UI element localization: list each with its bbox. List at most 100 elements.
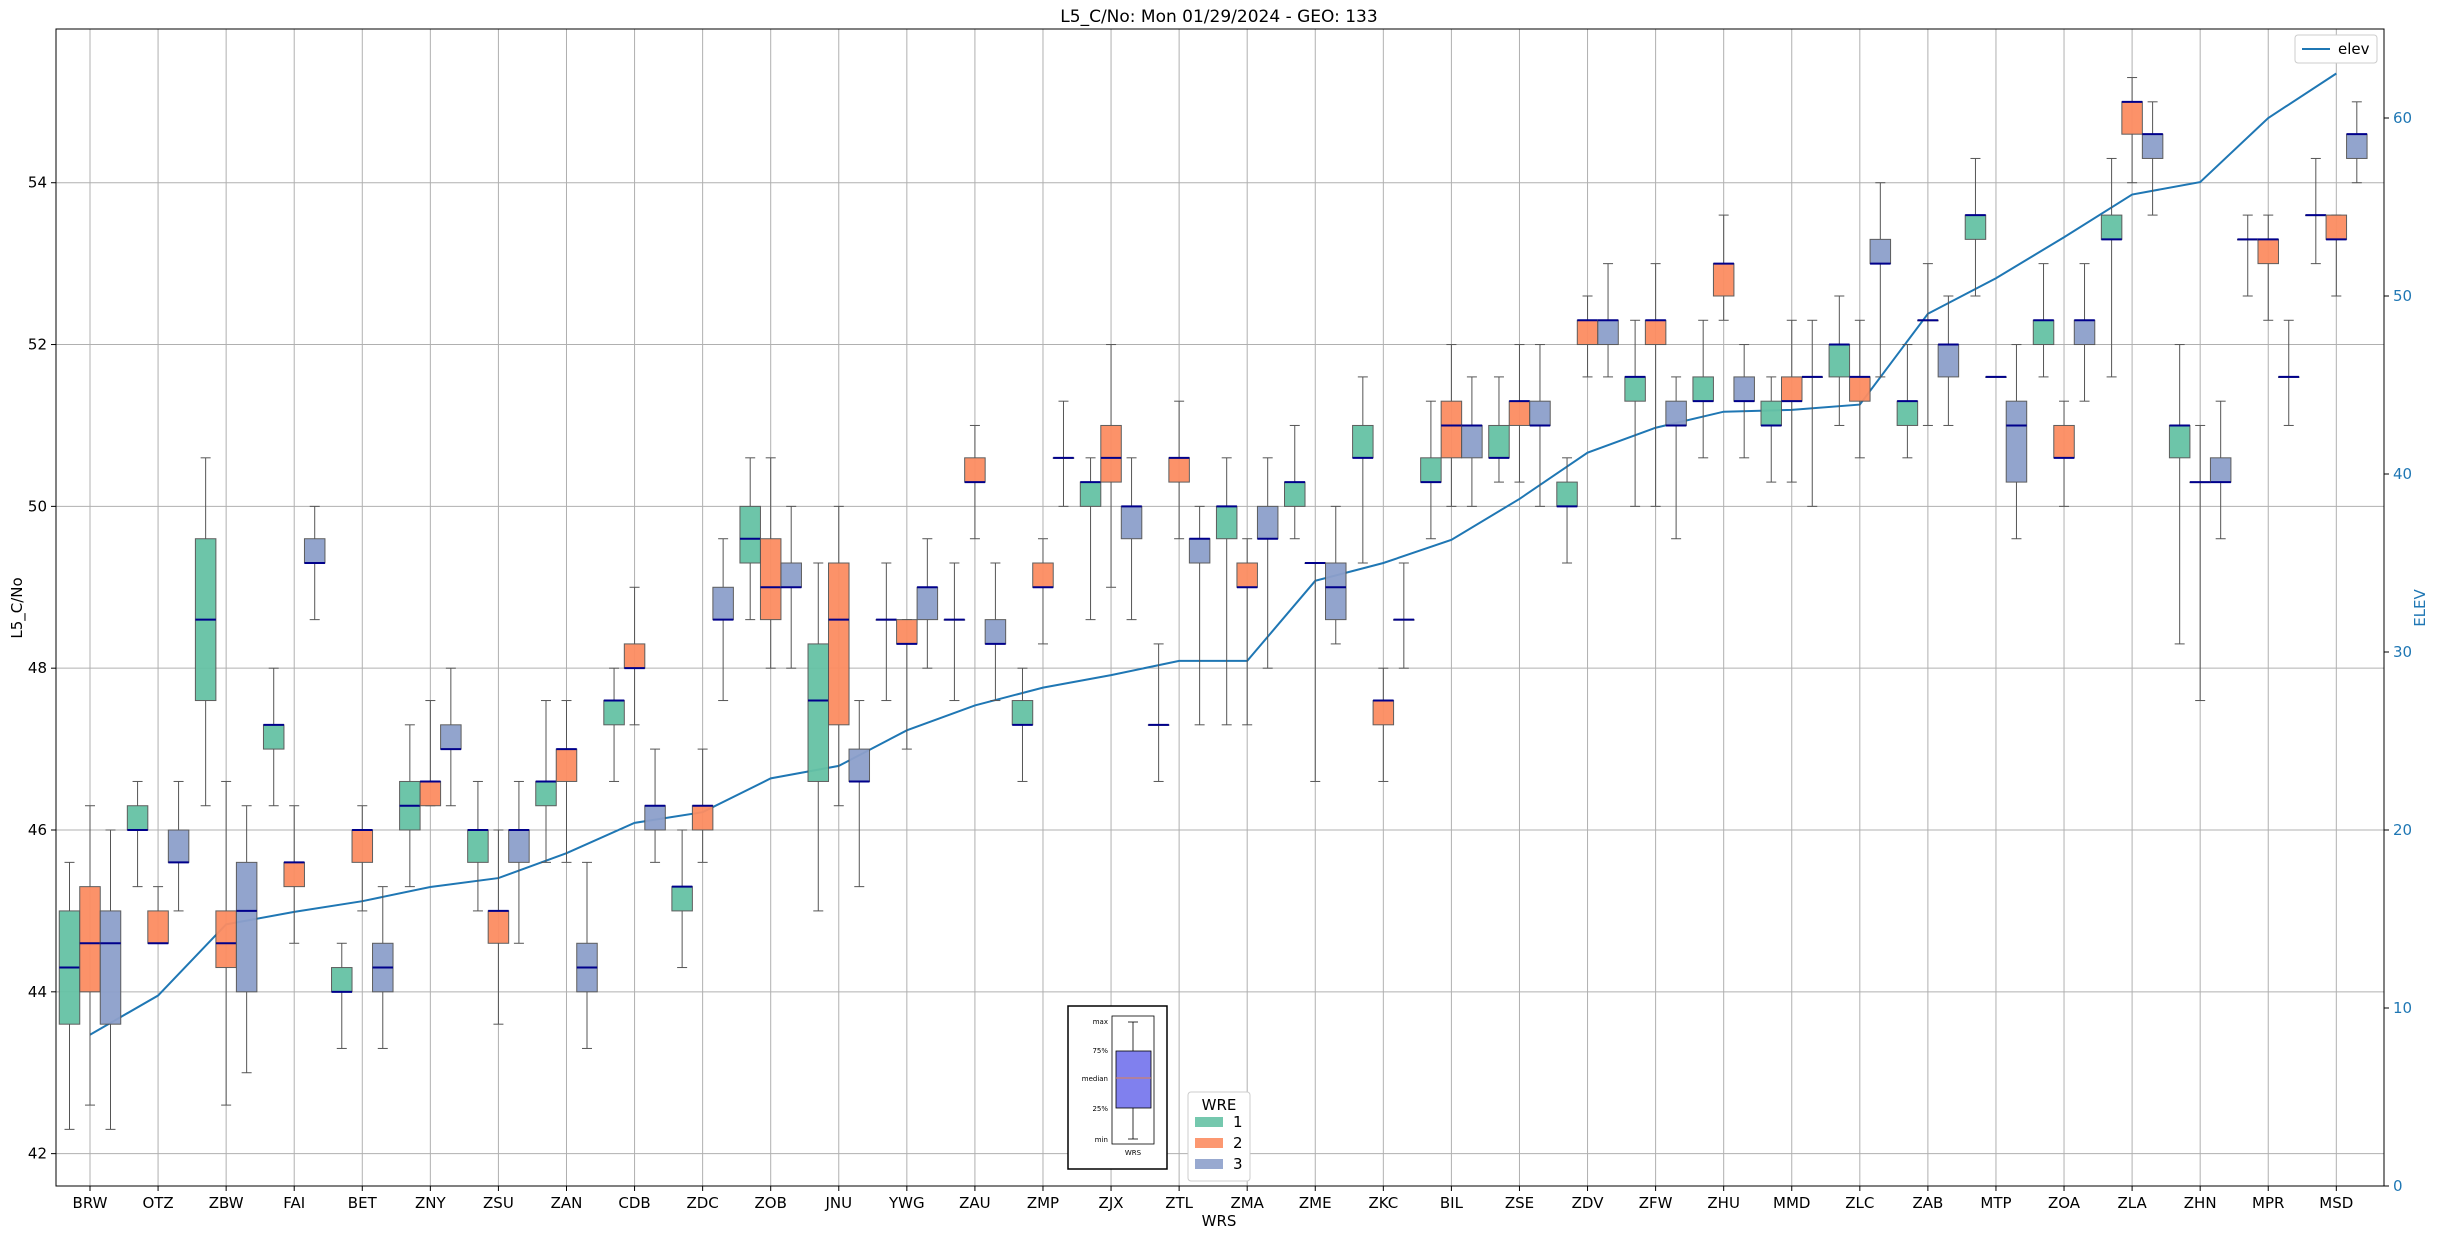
box-group [2209,400,2232,540]
box-group [487,829,510,1025]
box-group [943,562,966,702]
box-group [671,829,693,969]
box-group [2121,77,2143,184]
x-tick-label: BIL [1440,1194,1464,1212]
box-group [419,700,442,807]
box [1712,263,1735,297]
box-group [99,829,122,1130]
box [508,829,530,863]
box [167,829,190,863]
inset-label-median: median [1082,1075,1108,1083]
box [147,910,169,944]
inset-label-max: max [1093,1018,1108,1026]
box-group [739,457,761,621]
x-tick-label: ZAB [1912,1194,1943,1212]
box-group [603,667,625,782]
box [1964,214,1987,240]
box-group [1256,457,1279,669]
x-tick-label: ZBW [209,1194,244,1212]
box [351,829,374,863]
box [1529,400,1551,426]
x-tick-label: ZSU [483,1194,514,1212]
x-tick-label: ZME [1299,1194,1332,1212]
wre-legend-label-2: 2 [1233,1134,1243,1152]
box [2141,133,2164,159]
box [1869,238,1892,265]
box-group [167,780,190,912]
x-tick-label: ZOB [755,1194,787,1212]
box-group [1849,319,1871,459]
x-tick-label: MTP [1980,1194,2011,1212]
box [1461,424,1483,459]
box [1011,700,1034,726]
y-tick-label: 52 [28,336,47,354]
box-group [1032,538,1054,645]
box [2325,214,2348,240]
box-group [1917,263,1939,426]
y-right-tick-label: 50 [2393,287,2412,305]
box-group [235,805,258,1074]
box-group [1801,319,1823,507]
x-tick-label: ZSE [1505,1194,1534,1212]
box [79,886,101,993]
x-tick-label: MMD [1773,1194,1810,1212]
box-group [1985,375,2007,378]
box-group [1488,376,1510,483]
y-tick-label: 48 [28,659,47,677]
box-group [467,780,489,912]
box-group [283,805,305,944]
box-group [1420,400,1442,540]
box-group [759,457,782,669]
box [1624,376,1646,402]
x-tick-label: ZDC [686,1194,718,1212]
box [262,724,285,750]
box-group [508,780,530,944]
chart-title: L5_C/No: Mon 01/29/2024 - GEO: 133 [1060,7,1377,27]
box-group [351,805,374,912]
box [807,643,830,782]
box-group [535,700,557,863]
box [828,562,850,726]
box-group [2032,263,2055,378]
box-group [555,700,578,863]
box-group [916,538,939,669]
box [1032,562,1054,588]
box-group [691,748,714,863]
y-tick-label: 46 [28,821,47,839]
box-group [964,424,986,540]
x-axis: BRW OTZ ZBW FAI BET ZNY ZSU ZAN CDB ZDC ZOB JNU YWG Z… [73,1186,2353,1212]
x-tick-label: ZHN [2184,1194,2217,1212]
box-group [1712,214,1735,321]
box [1665,400,1687,426]
box-group [1284,424,1306,540]
box [1692,376,1714,402]
box-group [875,562,898,702]
box-group [1937,295,1960,426]
box-group [2141,101,2164,216]
box [984,619,1007,645]
y-tick-label: 42 [28,1145,47,1163]
box-group [644,748,666,863]
box [1488,424,1510,459]
box [644,805,666,831]
box [712,586,734,621]
box-group [1440,344,1463,507]
x-tick-label: OTZ [142,1194,173,1212]
x-tick-label: ZAU [959,1194,991,1212]
box [331,967,353,993]
box-group [1828,295,1851,426]
box-group [2346,101,2368,184]
elev-legend-frame [2294,34,2378,64]
wre-legend-swatch-2 [1195,1138,1223,1148]
box-group [1597,263,1619,378]
box [1828,344,1851,378]
x-tick-label: MPR [2252,1194,2284,1212]
box [1352,424,1374,459]
box-group [1781,319,1803,483]
box-group [126,780,149,888]
y-right-tick-label: 40 [2393,465,2412,483]
box [1760,400,1782,426]
box-group [1215,457,1238,726]
box-group [1011,667,1034,782]
